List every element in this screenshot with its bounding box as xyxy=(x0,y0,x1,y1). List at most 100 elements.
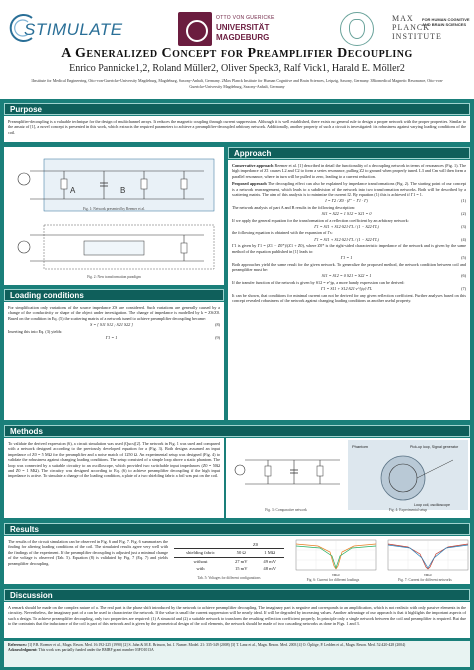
conservative-text: Reemer et al. [1] described in detail th… xyxy=(232,163,467,179)
table-row: with 15 mV 48 mV xyxy=(174,565,284,572)
stimulate-swirl-icon xyxy=(9,14,33,42)
approach-eq7: Γ1 = S11 + S12·S21·e^{jφ}·ΓL (7) xyxy=(232,286,466,291)
approach-proposed: Proposed approach The decoupling effect … xyxy=(232,181,466,197)
approach-eq1: I = Γ2 / Z0 · (Γ' − Γ1 · Γ) (1) xyxy=(232,198,466,203)
conservative-label: Conservative approach xyxy=(232,163,274,168)
acknowledgment-line: Acknowledgment: This work was partially … xyxy=(8,648,466,653)
table-row-label: shielding fabric xyxy=(186,550,215,556)
loading-text-b: Inserting this into Eq. (3) yields: xyxy=(8,328,63,334)
methods-text: To validate the derived expression (6), … xyxy=(4,438,224,518)
loading-eq-number: (8) xyxy=(215,322,220,328)
fig4-pickup-label: Pick-up loop, Signal generator xyxy=(410,445,459,449)
fig6-xlabel: f/MHz xyxy=(332,573,340,577)
references-footer: References: [1] P.B. Roemer et al., Magn… xyxy=(4,641,470,667)
fig6-caption: Fig. 6: Current for different loadings xyxy=(306,578,360,582)
fig1-caption: Fig. 1: Network presented by Reemer et a… xyxy=(83,207,145,211)
poster-affiliations: 1Institute for Medical Engineering, Otto… xyxy=(30,78,444,89)
table-caption: Tab. 5: Voltages for different configura… xyxy=(197,576,261,580)
approach-eq3: Γ1 = S11 + S12·S21·ΓL / (1 − S22·ΓL) (3) xyxy=(232,224,466,229)
table-row: without 27 mV 49 mV xyxy=(174,556,284,566)
eq4-number: (4) xyxy=(461,236,466,242)
eq6-body: S11 = S12 = 0 S21 = S22 = 1 xyxy=(321,273,372,279)
approach-eq4: Γ1 = S11 + S12·S21·ΓL / (1 − S22·ΓL) (4) xyxy=(232,237,466,242)
table-cell: 27 mV xyxy=(227,556,256,566)
references-line: References: [1] P.B. Roemer et al., Magn… xyxy=(8,643,466,648)
poster-header: STIMULATE OTTO VON GUERICKE UNIVERSITÄT … xyxy=(0,0,474,100)
purpose-text: Preamplifier-decoupling is a valuable te… xyxy=(4,116,470,142)
fig7-xlabel: f/MHz xyxy=(424,573,432,577)
fig2-caption: Fig. 2: New transformation paradigm xyxy=(87,275,141,279)
fig4-experimental-setup: Phantom Pick-up loop, Signal generator L… xyxy=(348,440,468,510)
table-cell: 49 mV xyxy=(255,556,284,566)
approach-text-e: Γ1 is given by Γ1 = (Z1 − Z0*)/(Z1 + Z0)… xyxy=(232,243,466,254)
mpi-logo: MAX PLANCK INSTITUTE FOR HUMAN COGNITIVE… xyxy=(392,14,472,50)
eq5-body: Γ1 = 1 xyxy=(340,255,353,261)
eq1-body: I = Γ2 / Z0 · (Γ' − Γ1 · Γ) xyxy=(325,198,368,204)
ovgu-line2: UNIVERSITÄT xyxy=(216,23,270,32)
stimulate-logo: STIMULATE xyxy=(6,10,122,46)
discussion-text: A remark should be made on the complex n… xyxy=(4,602,470,638)
eq7-number: (7) xyxy=(461,286,466,292)
loading-section: For simplification only variations of th… xyxy=(4,302,224,420)
approach-eq2: S11 = S22 = 1 S12 = S21 = 0 (2) xyxy=(232,211,466,216)
acknowledgment-label: Acknowledgment: xyxy=(8,647,38,652)
table-cell: 15 mV xyxy=(234,566,248,572)
fig1-label-a: A xyxy=(70,186,76,195)
eq4-body: Γ1 = S11 + S12·S21·ΓL / (1 − S22·ΓL) xyxy=(314,236,379,242)
eq7-body: Γ1 = S11 + S12·S21·e^{jφ}·ΓL xyxy=(320,286,373,292)
approach-text-d: the following equation is obtained with … xyxy=(232,230,333,236)
eq3-body: Γ1 = S11 + S12·S21·ΓL / (1 − S22·ΓL) xyxy=(314,224,379,230)
table-cell: 1 MΩ xyxy=(264,550,276,556)
loading-text-a: For simplification only variations of th… xyxy=(8,305,220,321)
table-row-label: with xyxy=(196,566,205,572)
results-text: The results of the circuit simulation ca… xyxy=(8,539,168,566)
methods-figures: Fig. 3: Comparative network Phantom Pick… xyxy=(226,438,470,518)
eq2-body: S11 = S22 = 1 S12 = S21 = 0 xyxy=(321,211,372,217)
approach-text-f: Both approaches yield the same result fo… xyxy=(232,261,466,272)
fig7-current-plot: f/MHz xyxy=(387,539,469,577)
approach-text-g: If the transfer function of the network … xyxy=(232,279,405,285)
proposed-label: Proposed approach xyxy=(232,181,267,187)
references-text: [1] P.B. Roemer et al., Magn. Reson. Med… xyxy=(27,643,406,647)
approach-text-c: If we apply the general equation for the… xyxy=(232,217,409,223)
mpi-subtitle: FOR HUMAN COGNITIVE AND BRAIN SCIENCES xyxy=(422,17,470,27)
table-cell: 50 Ω xyxy=(236,550,246,556)
approach-section: Conservative approach Reemer et al. [1] … xyxy=(228,160,470,420)
loading-eq-body: S = [ S11 S12 ; S21 S22 ] xyxy=(90,322,133,328)
fig3-comparative-network xyxy=(234,459,340,485)
ovgu-line1: OTTO VON GUERICKE xyxy=(216,15,275,21)
approach-heading: Approach xyxy=(228,147,470,159)
stimulate-wordmark: STIMULATE xyxy=(24,20,123,39)
loading-equation-2: Γ1 = 1 (9) xyxy=(8,335,220,340)
eq3-number: (3) xyxy=(461,224,466,230)
methods-heading: Methods xyxy=(4,425,470,437)
table-row-label: without xyxy=(174,556,228,566)
approach-eq6: S11 = S12 = 0 S21 = S22 = 1 (6) xyxy=(232,273,466,278)
results-heading: Results xyxy=(4,523,470,535)
ovgu-logo: OTTO VON GUERICKE UNIVERSITÄT MAGDEBURG xyxy=(178,12,288,46)
eq5-number: (5) xyxy=(461,255,466,261)
mpi-wordmark-text: MAX PLANCK INSTITUTE xyxy=(392,14,442,41)
loading-heading: Loading conditions xyxy=(4,289,224,301)
proposed-text: The decoupling effect can also be explai… xyxy=(232,181,467,198)
approach-eq5: Γ1 = 1 (5) xyxy=(232,255,466,260)
eq2-number: (2) xyxy=(461,211,466,217)
fig4-phantom-label: Phantom xyxy=(352,444,369,449)
mpg-minerva-icon xyxy=(340,12,374,46)
eq1-number: (1) xyxy=(461,198,466,204)
approach-text-b: The network analysis of part A and B res… xyxy=(232,204,356,210)
loading-eq2-body: Γ1 = 1 xyxy=(105,335,118,341)
fig6-current-plot: f/MHz xyxy=(295,539,377,577)
fig4-loop-label: Loop coil, oscilloscope xyxy=(414,503,450,507)
table-header-z0: Z0 xyxy=(227,541,284,550)
poster-title: A Generalized Concept for Preamplifier D… xyxy=(61,46,413,61)
fig1-network-schematic: A B xyxy=(17,158,215,212)
approach-text-h: It can be shown, that conditions for min… xyxy=(232,292,466,303)
fig7-caption: Fig. 7: Current for different networks xyxy=(398,578,452,582)
poster-authors: Enrico Pannicke1,2, Roland Müller2, Oliv… xyxy=(69,63,405,74)
purpose-heading: Purpose xyxy=(4,103,470,115)
fig4-caption: Fig. 4: Experimental setup xyxy=(388,508,428,512)
results-voltage-table: Z0 shielding fabric 50 Ω 1 MΩ without 27 mV… xyxy=(174,541,284,573)
results-section: The results of the circuit simulation ca… xyxy=(4,536,470,584)
fig3-caption: Fig. 3: Comparative network xyxy=(265,508,307,512)
